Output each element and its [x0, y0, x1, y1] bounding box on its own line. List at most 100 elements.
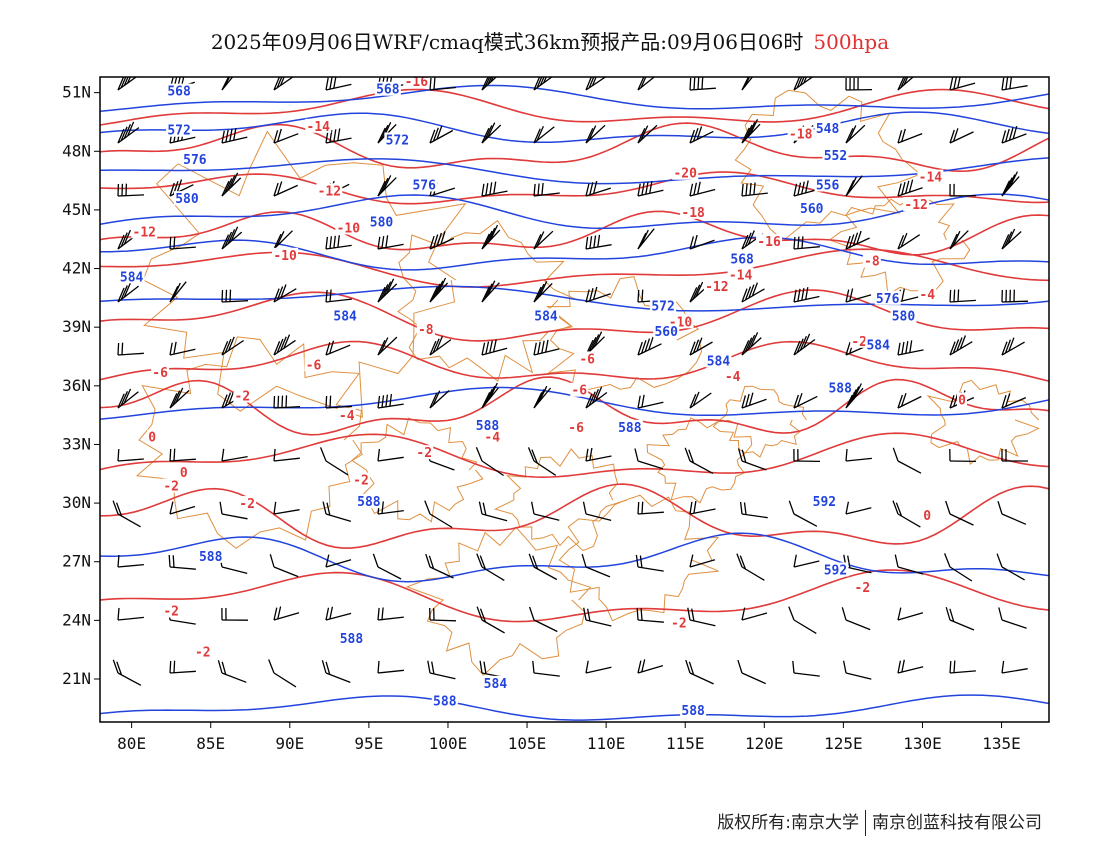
wind-barb-feather: [589, 447, 593, 461]
contour-label: 592: [824, 564, 847, 579]
wind-barb-feather: [1005, 77, 1009, 90]
wind-barb-feather: [892, 500, 899, 515]
label-background: [567, 419, 586, 434]
wind-barb-feather: [845, 235, 851, 250]
wind-barb-feather: [945, 607, 951, 621]
wind-barb-feather: [169, 501, 174, 515]
wind-barb-feather: [277, 606, 282, 620]
wind-barb: [637, 228, 655, 250]
wind-barb-feather: [476, 606, 483, 621]
wind-barb-feather: [429, 286, 438, 303]
wind-barb-feather: [649, 180, 653, 194]
wind-barb-feather: [801, 236, 804, 249]
contour-label: -8: [864, 255, 880, 270]
wind-barb-feather: [319, 447, 327, 462]
wind-barb-feather: [536, 283, 545, 300]
wind-barb-feather: [1012, 126, 1018, 139]
wind-barb-feather: [117, 234, 125, 250]
wind-barb-feather: [277, 128, 282, 142]
wind-barb-feather: [424, 500, 431, 515]
wind-barb-feather: [481, 183, 485, 197]
wind-barb-feather: [745, 183, 748, 196]
wind-barb-feather: [329, 77, 333, 90]
wind-barb-feather: [639, 555, 643, 568]
label-background: [570, 382, 589, 397]
wind-barb-feather: [541, 340, 545, 354]
wind-barb: [221, 672, 247, 683]
wind-barb-feather: [329, 606, 334, 620]
wind-barb: [117, 194, 145, 197]
wind-barb-feather: [168, 554, 171, 568]
contour-line: [100, 122, 1049, 173]
wind-barb-feather: [585, 393, 593, 409]
lat-tick-label: 30N: [62, 493, 91, 512]
wind-barb-feather: [169, 660, 172, 674]
wind-barb-feather: [908, 179, 914, 193]
wind-barb-feather: [329, 289, 332, 302]
wind-barb-feather: [997, 501, 1003, 515]
wind-barb-feather: [169, 182, 175, 197]
wind-barb-feather: [377, 607, 380, 621]
wind-barb-feather: [805, 287, 809, 300]
label-background: [653, 324, 680, 339]
wind-barb-feather: [276, 286, 284, 301]
contour-label: 584: [866, 339, 890, 354]
label-background: [922, 507, 933, 522]
lon-tick-label: 105E: [508, 734, 547, 753]
wind-barb-feather: [741, 234, 749, 250]
contour-label: 560: [654, 325, 678, 340]
wind-barb: [533, 460, 557, 476]
wind-barb-feather: [741, 127, 750, 144]
wind-barb-feather: [169, 393, 178, 409]
wind-barb-feather: [484, 77, 491, 88]
wind-barb-feather: [545, 339, 549, 353]
wind-barb: [481, 619, 505, 634]
contour-label: -16: [405, 75, 429, 90]
wind-barb-feather: [171, 282, 181, 300]
boundary-line: [351, 417, 484, 523]
contour-line: [100, 157, 1049, 185]
wind-barb-feather: [592, 286, 598, 300]
label-background: [727, 267, 754, 282]
contour-label: -6: [152, 366, 168, 381]
wind-barb-feather: [123, 229, 131, 245]
wind-barb: [637, 619, 664, 623]
contour-label: -10: [337, 221, 361, 236]
wind-barb-feather: [847, 555, 851, 569]
wind-barb-feather: [637, 77, 645, 91]
wind-barb-feather: [481, 342, 486, 356]
wind-barb-feather: [799, 77, 805, 86]
contour-label: -14: [729, 268, 753, 283]
wind-barb-feather: [842, 660, 847, 674]
wind-barb-feather: [434, 280, 444, 297]
label-background: [814, 120, 841, 135]
wind-barb-feather: [688, 449, 695, 464]
wind-barb: [325, 672, 351, 684]
wind-barb-feather: [586, 608, 591, 622]
label-background: [669, 615, 688, 630]
wind-barb-feather: [1009, 77, 1013, 89]
wind-barb: [637, 460, 663, 470]
wind-barb-feather: [478, 501, 483, 515]
wind-barb-feather: [689, 183, 694, 197]
wind-barb-feather: [440, 231, 446, 245]
wind-barb: [689, 619, 716, 627]
wind-barb: [377, 456, 404, 462]
lat-tick-label: 24N: [62, 610, 91, 629]
label-background: [616, 419, 643, 434]
wind-barb-feather: [909, 340, 913, 353]
wind-barb-feather: [741, 77, 750, 91]
contour-label: -18: [789, 128, 813, 143]
wind-barb-feather: [325, 289, 328, 303]
label-background: [147, 429, 158, 444]
wind-barb: [273, 133, 299, 144]
wind-barb-feather: [173, 448, 176, 461]
label-background: [337, 408, 356, 423]
contour-label: 588: [199, 550, 223, 565]
title-main: 2025年09月06日WRF/cmaq模式36km预报产品:09月06日06时: [210, 30, 804, 54]
wind-barb-feather: [273, 233, 282, 250]
wind-barb: [169, 389, 190, 409]
label-background: [355, 494, 382, 509]
wind-barb-feather: [219, 501, 223, 515]
contour-line: [100, 569, 1049, 623]
